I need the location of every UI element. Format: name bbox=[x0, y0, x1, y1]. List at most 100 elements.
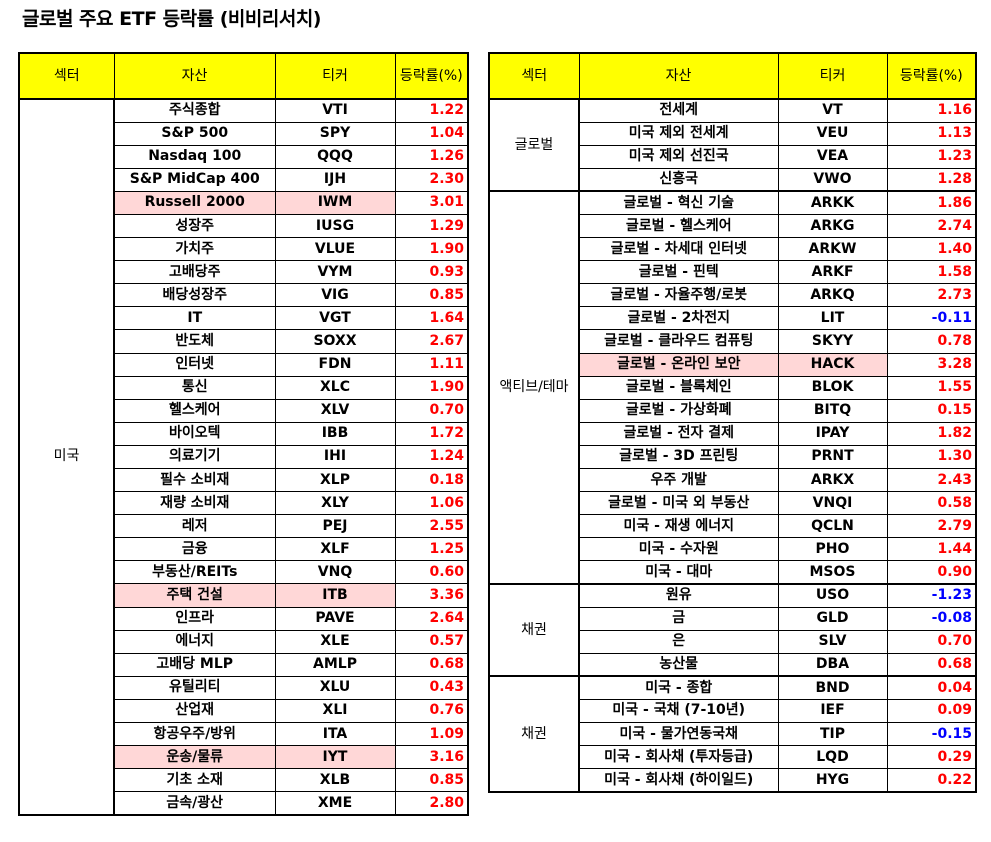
ticker-cell: ARKW bbox=[777, 237, 888, 262]
asset-cell: 글로벌 - 클라우드 컴퓨팅 bbox=[578, 329, 779, 354]
ticker-cell: LIT bbox=[777, 306, 888, 331]
change-cell: 2.73 bbox=[886, 283, 977, 308]
asset-cell: 글로벌 - 차세대 인터넷 bbox=[578, 237, 779, 262]
ticker-cell: XLF bbox=[274, 537, 396, 562]
sector-cell: 채권 bbox=[488, 675, 580, 793]
change-cell: -0.08 bbox=[886, 606, 977, 631]
header-ticker: 티커 bbox=[777, 52, 888, 100]
sector-cell: 글로벌 bbox=[488, 98, 580, 192]
ticker-cell: PHO bbox=[777, 537, 888, 562]
asset-cell: 운송/물류 bbox=[113, 745, 276, 770]
change-cell: 2.30 bbox=[394, 167, 469, 192]
ticker-cell: IWM bbox=[274, 190, 396, 215]
asset-cell: Russell 2000 bbox=[113, 190, 276, 215]
change-cell: 3.28 bbox=[886, 352, 977, 377]
table-row: IT VGT 1.64 bbox=[19, 306, 469, 331]
ticker-cell: BLOK bbox=[777, 375, 888, 400]
asset-cell: 미국 - 회사채 (투자등급) bbox=[578, 745, 779, 770]
asset-cell: 금 bbox=[578, 606, 779, 631]
change-cell: 1.64 bbox=[394, 306, 469, 331]
table-row: 미국 - 회사채 (하이일드) HYG 0.22 bbox=[489, 768, 977, 793]
table-row: 미국 - 수자원 PHO 1.44 bbox=[489, 537, 977, 562]
header-change: 등락률(%) bbox=[394, 52, 469, 100]
ticker-cell: BITQ bbox=[777, 398, 888, 423]
table-row: 고배당 MLP AMLP 0.68 bbox=[19, 652, 469, 677]
table-row: 은 SLV 0.70 bbox=[489, 629, 977, 654]
table-row: 필수 소비재 XLP 0.18 bbox=[19, 467, 469, 493]
asset-cell: 글로벌 - 핀텍 bbox=[578, 260, 779, 285]
table-row: 글로벌 - 자율주행/로봇 ARKQ 2.73 bbox=[489, 283, 977, 308]
ticker-cell: VYM bbox=[274, 260, 396, 285]
ticker-cell: ARKF bbox=[777, 260, 888, 285]
table-row: 항공우주/방위 ITA 1.09 bbox=[19, 722, 469, 747]
asset-cell: S&P MidCap 400 bbox=[113, 167, 276, 192]
ticker-cell: VGT bbox=[274, 306, 396, 331]
asset-cell: 우주 개발 bbox=[578, 467, 779, 493]
change-cell: 0.58 bbox=[886, 491, 977, 516]
asset-cell: 농산물 bbox=[578, 652, 779, 677]
asset-cell: 주택 건설 bbox=[113, 583, 276, 608]
table-row: 금융 XLF 1.25 bbox=[19, 537, 469, 562]
ticker-cell: ARKG bbox=[777, 213, 888, 239]
asset-cell: 미국 - 대마 bbox=[578, 560, 779, 585]
ticker-cell: VT bbox=[777, 98, 888, 123]
table-row: 재량 소비재 XLY 1.06 bbox=[19, 491, 469, 516]
table-row: 글로벌 - 미국 외 부동산 VNQI 0.58 bbox=[489, 491, 977, 516]
asset-cell: 글로벌 - 블록체인 bbox=[578, 375, 779, 400]
ticker-cell: HACK bbox=[777, 352, 888, 377]
asset-cell: 헬스케어 bbox=[113, 398, 276, 423]
change-cell: -0.11 bbox=[886, 306, 977, 331]
change-cell: 2.67 bbox=[394, 329, 469, 354]
ticker-cell: ARKX bbox=[777, 467, 888, 493]
header-asset: 자산 bbox=[578, 52, 779, 100]
change-cell: 1.25 bbox=[394, 537, 469, 562]
change-cell: 1.86 bbox=[886, 190, 977, 215]
asset-cell: 기초 소재 bbox=[113, 768, 276, 793]
change-cell: 0.85 bbox=[394, 768, 469, 793]
change-cell: 1.82 bbox=[886, 421, 977, 446]
asset-cell: 글로벌 - 가상화폐 bbox=[578, 398, 779, 423]
change-cell: 1.16 bbox=[886, 98, 977, 123]
change-cell: 2.74 bbox=[886, 213, 977, 239]
ticker-cell: IHI bbox=[274, 444, 396, 470]
change-cell: 0.22 bbox=[886, 768, 977, 793]
ticker-cell: PEJ bbox=[274, 514, 396, 539]
asset-cell: 고배당주 bbox=[113, 260, 276, 285]
ticker-cell: SLV bbox=[777, 629, 888, 654]
asset-cell: 금속/광산 bbox=[113, 791, 276, 816]
change-cell: 0.57 bbox=[394, 629, 469, 654]
table-row: 성장주 IUSG 1.29 bbox=[19, 213, 469, 239]
change-cell: 1.29 bbox=[394, 213, 469, 239]
table-row: 운송/물류 IYT 3.16 bbox=[19, 745, 469, 770]
ticker-cell: XLY bbox=[274, 491, 396, 516]
asset-cell: 성장주 bbox=[113, 213, 276, 239]
change-cell: 0.68 bbox=[394, 652, 469, 677]
change-cell: 1.09 bbox=[394, 722, 469, 747]
global-theme-bond-etf-table: 섹터 자산 티커 등락률(%) 글로벌 전세계 VT 1.16 미국 제외 전세계 VEU… bbox=[488, 52, 977, 793]
ticker-cell: GLD bbox=[777, 606, 888, 631]
ticker-cell: VWO bbox=[777, 167, 888, 192]
table-row: 글로벌 - 온라인 보안 HACK 3.28 bbox=[489, 352, 977, 377]
change-cell: 1.58 bbox=[886, 260, 977, 285]
table-row: 글로벌 - 3D 프린팅 PRNT 1.30 bbox=[489, 444, 977, 470]
change-cell: 0.43 bbox=[394, 675, 469, 700]
change-cell: 1.11 bbox=[394, 352, 469, 377]
ticker-cell: XLC bbox=[274, 375, 396, 400]
table-row: 글로벌 - 헬스케어 ARKG 2.74 bbox=[489, 213, 977, 239]
ticker-cell: QCLN bbox=[777, 514, 888, 539]
asset-cell: 부동산/REITs bbox=[113, 560, 276, 585]
change-cell: 2.79 bbox=[886, 514, 977, 539]
ticker-cell: PAVE bbox=[274, 606, 396, 631]
asset-cell: 반도체 bbox=[113, 329, 276, 354]
asset-cell: 바이오텍 bbox=[113, 421, 276, 446]
change-cell: 0.60 bbox=[394, 560, 469, 585]
table-row: 부동산/REITs VNQ 0.60 bbox=[19, 560, 469, 585]
table-row: 미국 제외 전세계 VEU 1.13 bbox=[489, 121, 977, 146]
ticker-cell: XLP bbox=[274, 467, 396, 493]
asset-cell: 미국 제외 선진국 bbox=[578, 144, 779, 169]
ticker-cell: IPAY bbox=[777, 421, 888, 446]
change-cell: 3.36 bbox=[394, 583, 469, 608]
change-cell: 0.70 bbox=[394, 398, 469, 423]
header-sector: 섹터 bbox=[488, 52, 580, 100]
change-cell: 1.06 bbox=[394, 491, 469, 516]
